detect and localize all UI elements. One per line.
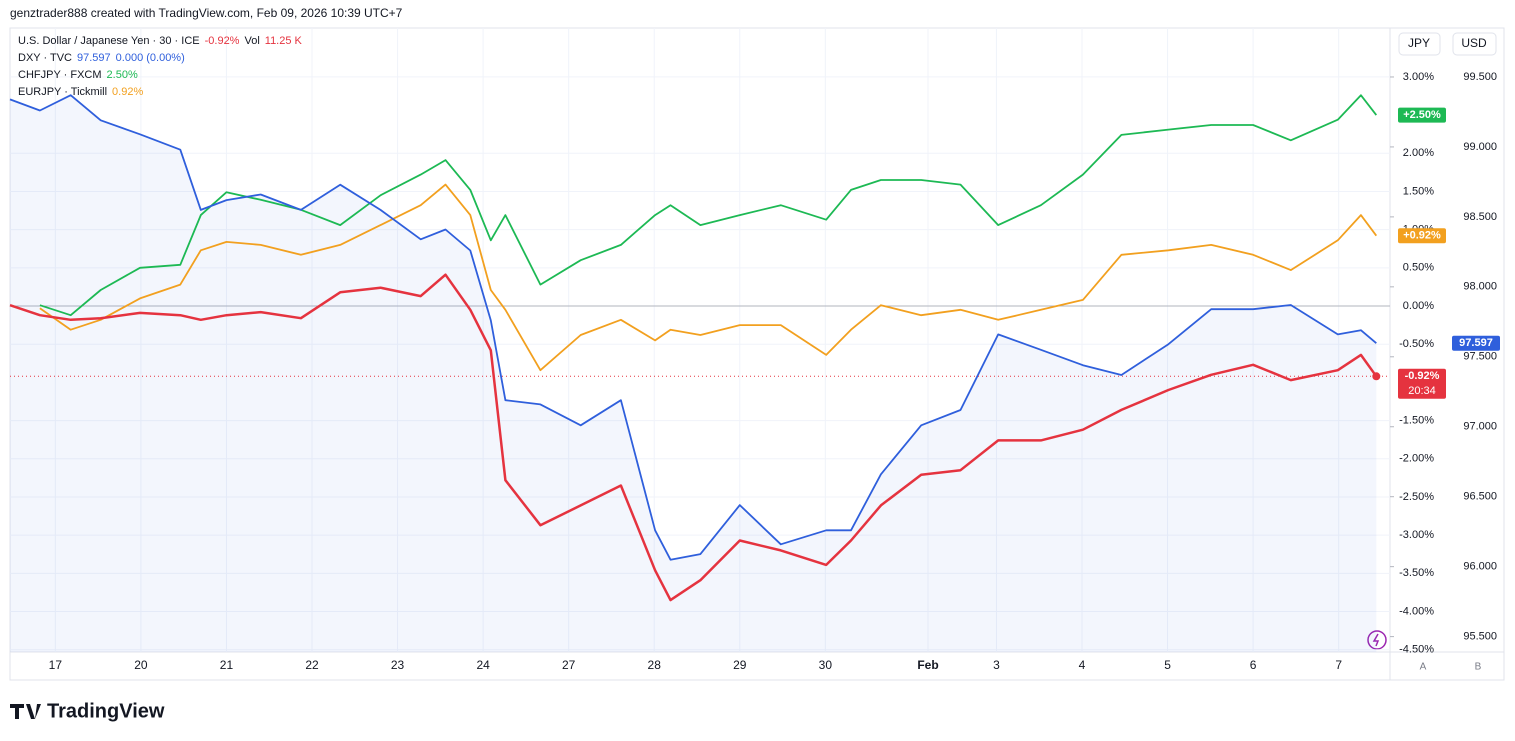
y-tick-label: 3.00% — [1403, 71, 1434, 83]
grid — [10, 28, 1390, 652]
x-tick-label: 22 — [305, 658, 319, 672]
x-tick-label: 17 — [49, 658, 63, 672]
legend-value: -0.92% — [205, 35, 240, 47]
y-tick-label: 2.00% — [1403, 147, 1434, 159]
y2-tick-label: 99.500 — [1463, 71, 1497, 83]
x-tick-label: 27 — [562, 658, 576, 672]
y-tick-label: -4.50% — [1399, 644, 1434, 656]
axis-button[interactable] — [1398, 32, 1441, 56]
y-tick-label: -2.50% — [1399, 491, 1434, 503]
header: genztrader888 created with TradingView.c… — [10, 6, 403, 20]
y-tick-label: -3.50% — [1399, 567, 1434, 579]
series-line — [39, 183, 1378, 372]
legend-volume-label: Vol — [244, 35, 259, 47]
x-tick-label: 4 — [1079, 658, 1086, 672]
last-value-label: +2.50% — [1403, 109, 1441, 121]
last-value-badge — [1452, 335, 1500, 351]
series-line — [39, 94, 1378, 317]
x-tick-label: 23 — [391, 658, 405, 672]
y2-tick-label: 98.500 — [1463, 211, 1497, 223]
logo-mark — [10, 704, 41, 719]
y-tick-label: -3.00% — [1399, 529, 1434, 541]
series-line — [9, 94, 1377, 561]
y-tick-label: -0.50% — [1399, 338, 1434, 350]
last-value-label: 97.597 — [1459, 337, 1493, 349]
last-value-badge — [1398, 228, 1446, 244]
x-tick-label: 28 — [648, 658, 662, 672]
x-tick-label: 6 — [1250, 658, 1257, 672]
last-value-label: -0.92% — [1405, 370, 1440, 382]
y-tick-label: -4.00% — [1399, 605, 1434, 617]
alert-icon-bolt — [1372, 633, 1380, 647]
y-tick-label: 1.50% — [1403, 185, 1434, 197]
y2-tick-label: 95.500 — [1463, 631, 1497, 643]
y-tick-label: -1.50% — [1399, 414, 1434, 426]
x-tick-label: 24 — [476, 658, 490, 672]
x-tick-label: 29 — [733, 658, 747, 672]
axis-button[interactable] — [1452, 32, 1497, 56]
x-tick-label: 7 — [1335, 658, 1342, 672]
x-tick-label: 3 — [993, 658, 1000, 672]
y2-tick-label: 96.500 — [1463, 491, 1497, 503]
chart-frame — [9, 27, 1505, 681]
series-line — [9, 273, 1378, 602]
legend-name: U.S. Dollar / Japanese Yen · 30 · ICE — [18, 35, 200, 47]
x-tick-label: 20 — [134, 658, 148, 672]
y2-tick-label: 98.000 — [1463, 281, 1497, 293]
axis-button-label[interactable]: USD — [1461, 36, 1487, 50]
legend-volume: 11.25 K — [265, 35, 303, 47]
legend-value: 97.597 — [77, 52, 111, 64]
x-tick-label: 21 — [220, 658, 234, 672]
logo: TradingView — [47, 700, 165, 722]
plot-area — [9, 28, 1390, 652]
legend-value: 2.50% — [107, 69, 138, 81]
countdown: 20:34 — [1408, 385, 1436, 397]
scale-label[interactable]: A — [1420, 662, 1427, 673]
last-point — [1372, 372, 1381, 381]
last-value-label: +0.92% — [1403, 230, 1441, 242]
y-tick-label: 0.00% — [1403, 300, 1434, 312]
alert-icon[interactable] — [1367, 630, 1387, 650]
y2-tick-label: 99.000 — [1463, 141, 1497, 153]
x-tick-label: 5 — [1164, 658, 1171, 672]
y-tick-label: -2.00% — [1399, 453, 1434, 465]
legend-name: EURJPY · Tickmill — [18, 86, 107, 98]
x-tick-label: 30 — [819, 658, 833, 672]
legend-change: 0.000 (0.00%) — [116, 52, 185, 64]
legend-name: DXY · TVC — [18, 52, 72, 64]
axis-button-label[interactable]: JPY — [1408, 36, 1430, 50]
y2-tick-label: 97.500 — [1463, 351, 1497, 363]
y2-tick-label: 97.000 — [1463, 421, 1497, 433]
last-value-badge — [1398, 368, 1446, 399]
legend-value: 0.92% — [112, 86, 143, 98]
scale-label[interactable]: B — [1475, 662, 1482, 673]
area — [10, 95, 1377, 652]
y2-tick-label: 96.000 — [1463, 561, 1497, 573]
y-tick-label: 0.50% — [1403, 262, 1434, 274]
x-tick-label: Feb — [917, 658, 938, 672]
legend-name: CHFJPY · FXCM — [18, 69, 102, 81]
last-value-badge — [1398, 107, 1446, 123]
